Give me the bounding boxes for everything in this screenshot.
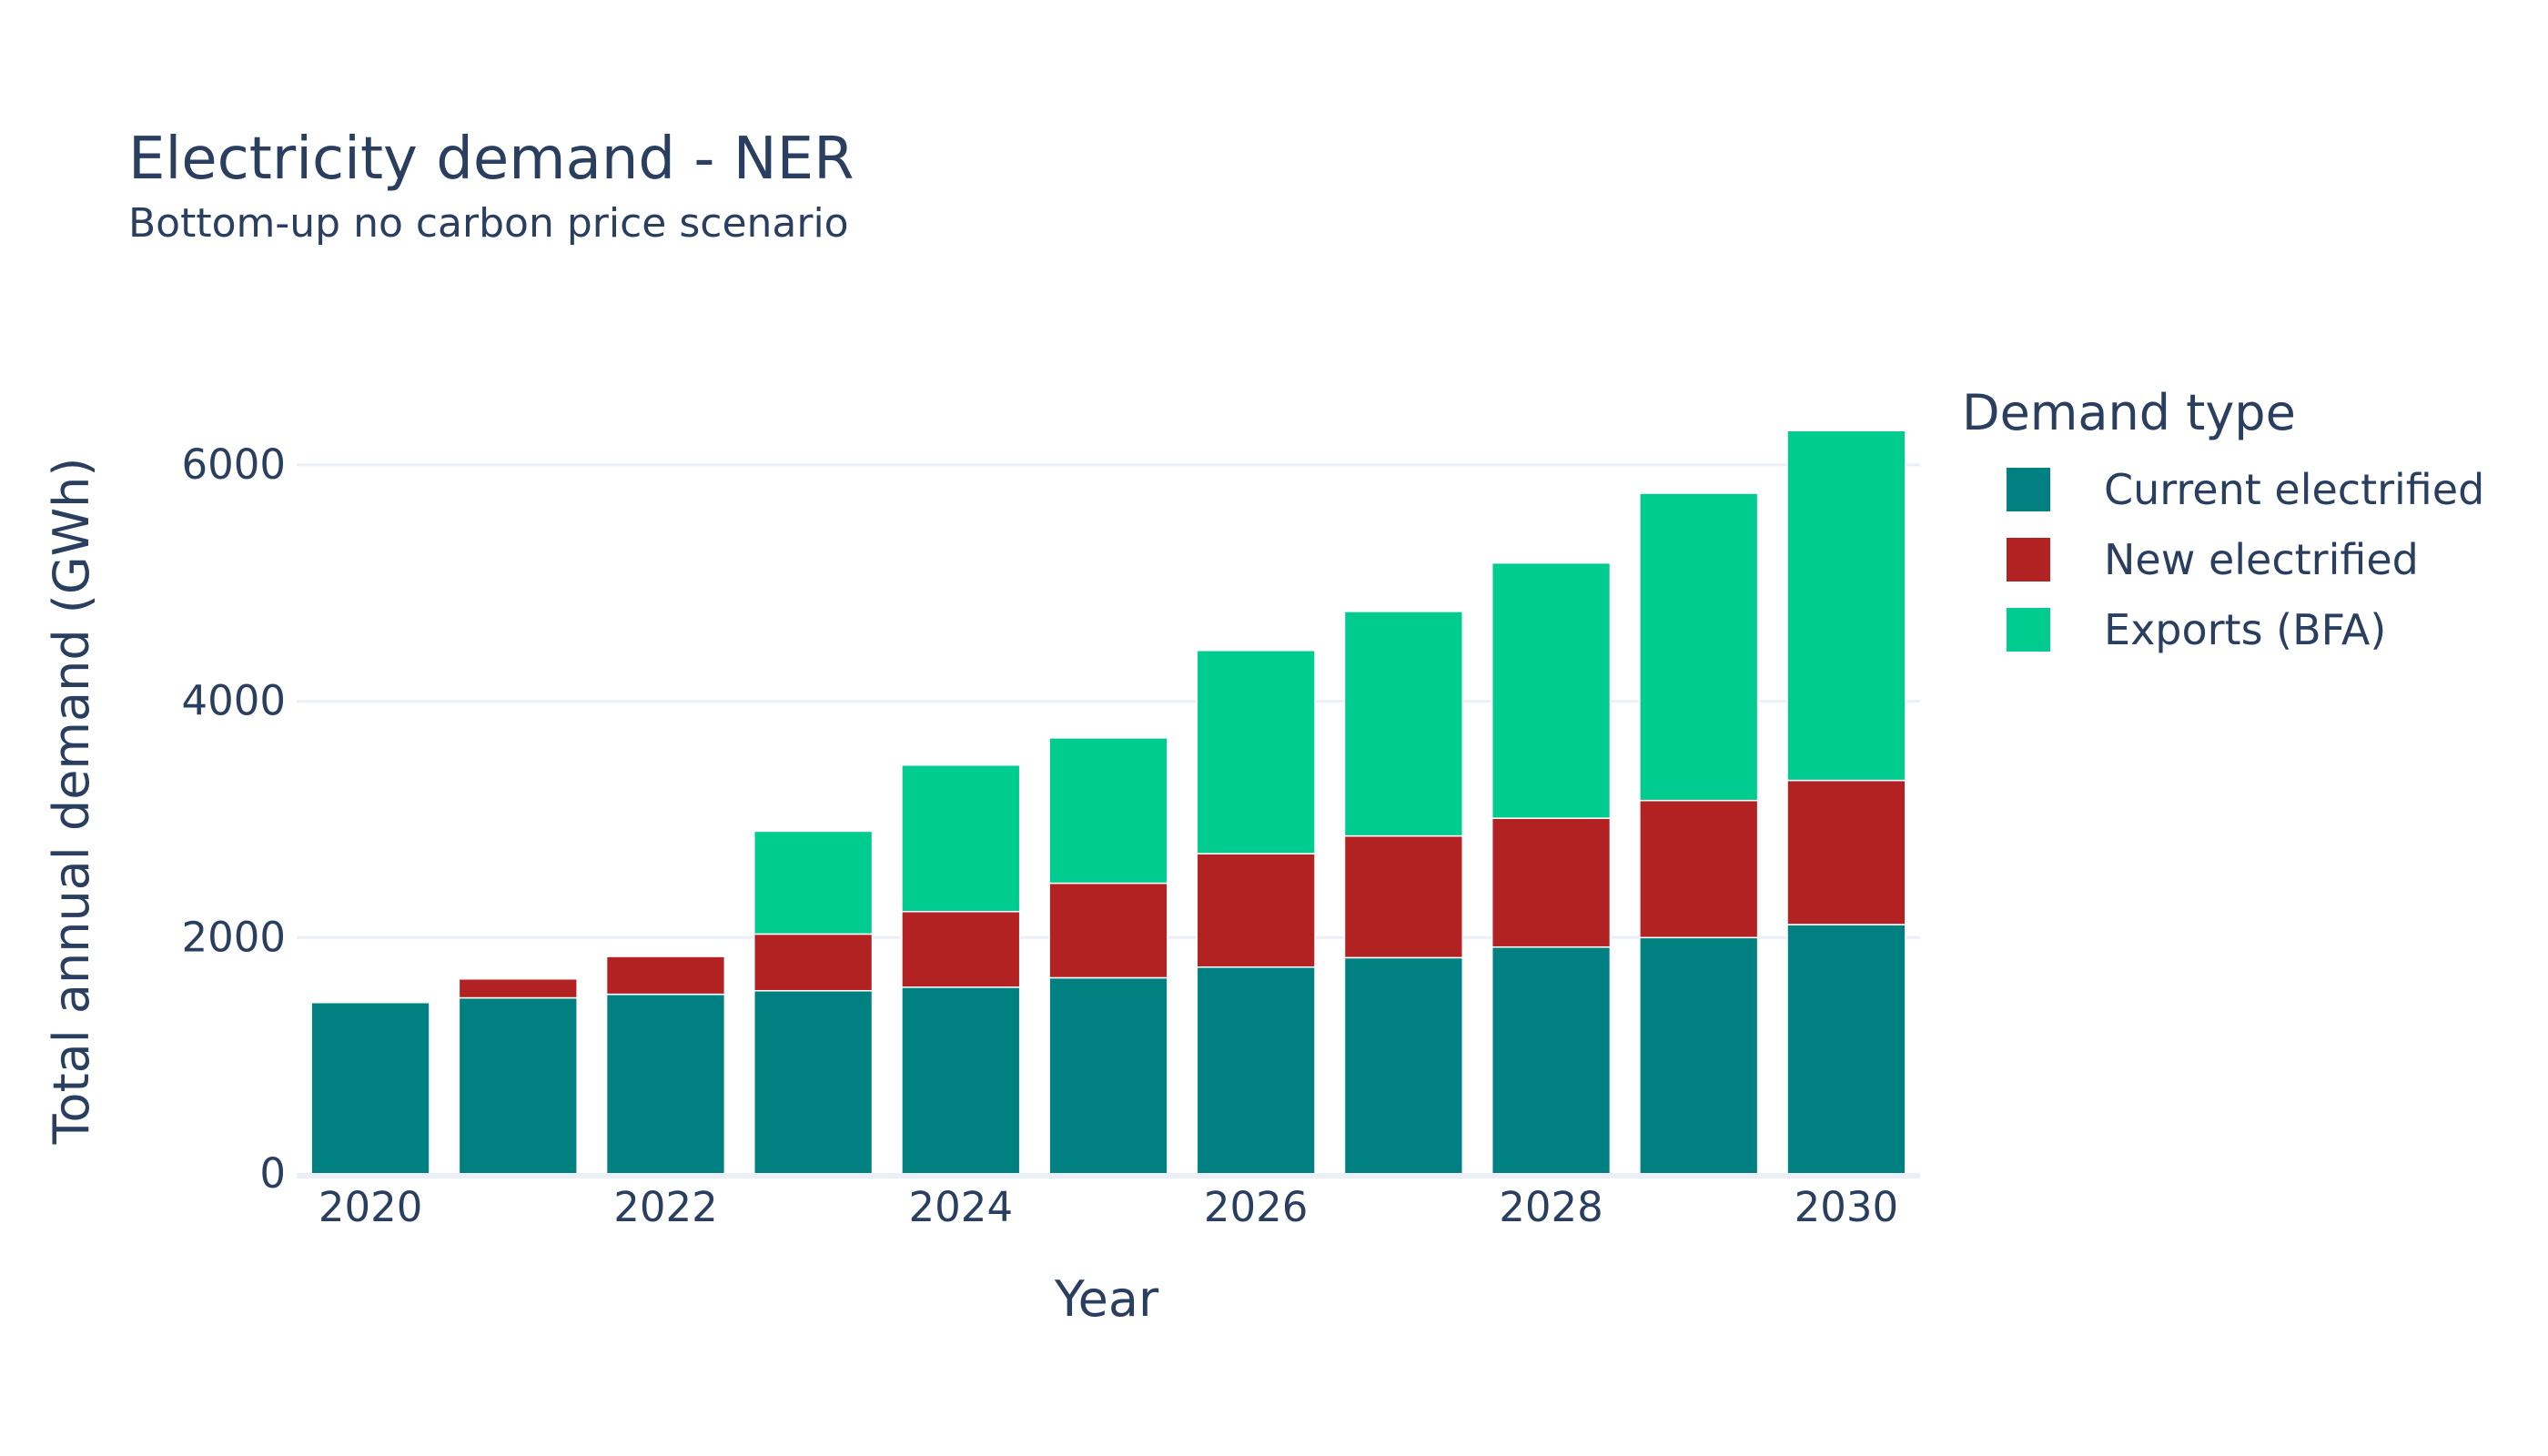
chart-title: Electricity demand - NER <box>128 126 854 193</box>
legend-swatch <box>2007 538 2050 581</box>
bar-new-electrified-2027 <box>1343 834 1463 959</box>
legend-swatch <box>2007 608 2050 652</box>
bar-exports-bfa-2028 <box>1491 561 1612 819</box>
legend: Demand type Current electrified New elect… <box>1962 384 2484 654</box>
x-tick-label: 2024 <box>909 1183 1014 1231</box>
y-axis-ticks: 0 2000 4000 6000 <box>181 440 286 1198</box>
legend-label: Current electrified <box>2104 465 2484 514</box>
legend-label: New electrified <box>2104 535 2419 584</box>
bar-current-electrified-2030 <box>1786 924 1906 1175</box>
bar-current-electrified-2027 <box>1343 956 1463 1175</box>
y-tick-label: 4000 <box>181 677 286 725</box>
bars <box>310 430 1906 1175</box>
bar-current-electrified-2028 <box>1491 945 1612 1175</box>
chart-subtitle: Bottom-up no carbon price scenario <box>128 200 849 247</box>
bar-new-electrified-2023 <box>753 933 874 992</box>
bar-current-electrified-2029 <box>1639 936 1759 1175</box>
x-tick-label: 2030 <box>1795 1183 1899 1231</box>
x-tick-label: 2026 <box>1204 1183 1309 1231</box>
legend-swatch <box>2007 468 2050 511</box>
bar-exports-bfa-2025 <box>1048 737 1168 885</box>
legend-label: Exports (BFA) <box>2104 605 2386 654</box>
bar-new-electrified-2030 <box>1786 779 1906 925</box>
bar-new-electrified-2026 <box>1196 853 1316 968</box>
y-tick-label: 0 <box>259 1149 286 1198</box>
bar-exports-bfa-2024 <box>901 763 1021 913</box>
bar-new-electrified-2025 <box>1048 882 1168 979</box>
bar-current-electrified-2022 <box>605 993 726 1175</box>
bar-current-electrified-2025 <box>1048 976 1168 1175</box>
x-axis-ticks: 2020 2022 2024 2026 2028 2030 <box>318 1183 1898 1231</box>
x-axis-title: Year <box>1054 1270 1159 1328</box>
bar-exports-bfa-2030 <box>1786 430 1906 782</box>
legend-title: Demand type <box>1962 384 2296 441</box>
bar-new-electrified-2029 <box>1639 799 1759 939</box>
y-axis-title: Total annual demand (GWh) <box>43 458 100 1146</box>
bar-current-electrified-2020 <box>310 1001 430 1175</box>
bar-new-electrified-2022 <box>605 956 726 996</box>
bar-exports-bfa-2027 <box>1343 611 1463 837</box>
bar-new-electrified-2024 <box>901 910 1021 988</box>
bar-new-electrified-2021 <box>458 977 578 999</box>
x-tick-label: 2020 <box>318 1183 423 1231</box>
bar-exports-bfa-2029 <box>1639 492 1759 802</box>
y-tick-label: 6000 <box>181 440 286 489</box>
x-tick-label: 2022 <box>613 1183 718 1231</box>
bar-current-electrified-2023 <box>753 989 874 1175</box>
y-tick-label: 2000 <box>181 913 286 961</box>
bar-current-electrified-2026 <box>1196 966 1316 1175</box>
bar-current-electrified-2021 <box>458 996 578 1175</box>
bar-exports-bfa-2023 <box>753 830 874 935</box>
bar-new-electrified-2028 <box>1491 817 1612 948</box>
x-tick-label: 2028 <box>1499 1183 1603 1231</box>
bar-current-electrified-2024 <box>901 986 1021 1175</box>
bar-exports-bfa-2026 <box>1196 650 1316 854</box>
